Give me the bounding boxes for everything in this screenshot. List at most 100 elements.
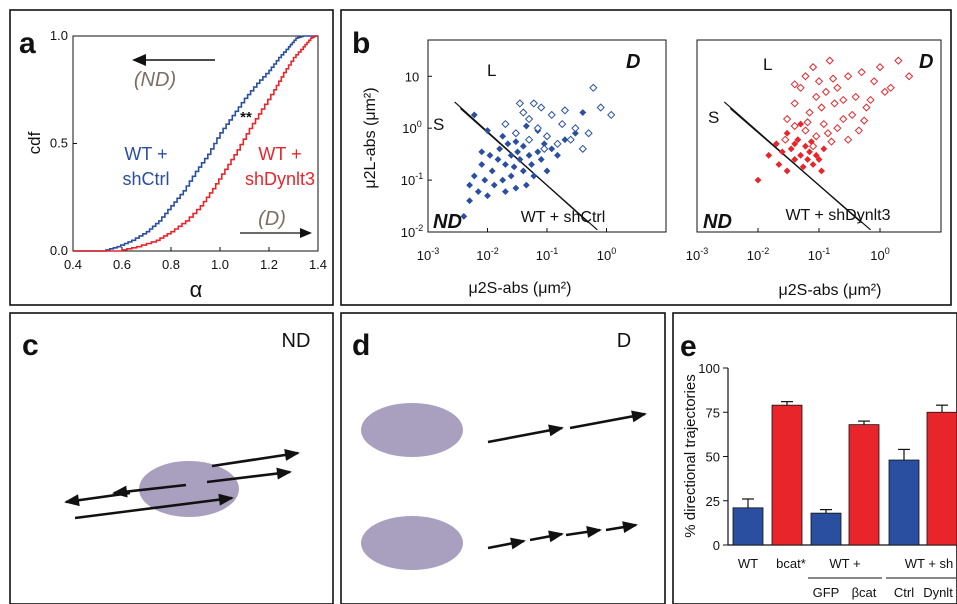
legend-shdynlt3-line1: WT + bbox=[258, 144, 301, 164]
scatter-point-open bbox=[851, 92, 860, 102]
scatter-point-open bbox=[812, 132, 821, 141]
arrow-head-icon bbox=[64, 494, 80, 507]
scatter-left-x-tick-label: 10-3 bbox=[417, 246, 439, 263]
scatter-point-open bbox=[862, 103, 871, 112]
scatter-point-filled bbox=[534, 148, 542, 156]
panel-a: a 0.4 0.6 0.8 1.0 1.2 1.4 0.0 0.5 1.0 α cdf (ND… bbox=[9, 9, 334, 306]
scatter-point-open bbox=[814, 77, 824, 86]
scatter-point-open bbox=[833, 83, 842, 92]
scatter-point-filled bbox=[470, 111, 478, 119]
arrow-head-icon bbox=[548, 424, 564, 437]
panel-c-frame bbox=[9, 312, 334, 604]
scatter-point-filled bbox=[519, 167, 527, 175]
arrow-head-icon bbox=[112, 485, 128, 498]
scatter-point-filled bbox=[775, 161, 783, 168]
scatter-right-x-tick-label: 100 bbox=[870, 246, 889, 263]
panel-e-frame bbox=[672, 312, 957, 604]
scatter-point-open bbox=[566, 135, 575, 144]
bar-y-tick-label: 100 bbox=[698, 361, 720, 376]
cdf-y-tick-label: 1.0 bbox=[50, 28, 68, 43]
cdf-y-tick-label: 0.0 bbox=[50, 243, 68, 258]
scatter-left-points bbox=[460, 83, 616, 220]
boundary-line bbox=[729, 107, 871, 231]
panel-d-tag: D bbox=[617, 330, 631, 352]
scatter-right-caption: WT + shDynlt3 bbox=[785, 207, 890, 224]
scatter-left-boundary-lines bbox=[454, 101, 598, 231]
region-s-left: S bbox=[433, 115, 444, 134]
scatter-point-filled bbox=[778, 148, 786, 156]
arrow-head-icon bbox=[622, 521, 638, 534]
scatter-point-filled bbox=[806, 148, 813, 156]
scatter-point-open bbox=[823, 129, 833, 138]
scatter-point-open bbox=[808, 63, 818, 72]
scatter-left-y-axis-label: μ2L-abs (μm²) bbox=[362, 87, 379, 188]
trajectory-arrow bbox=[529, 530, 564, 543]
scatter-point-open bbox=[808, 142, 818, 151]
scatter-point-filled bbox=[528, 161, 535, 168]
scatter-point-open bbox=[843, 72, 853, 81]
bar-group-label: WT + bbox=[829, 556, 860, 571]
scatter-point-open bbox=[821, 87, 831, 97]
cdf-x-tick-label: 1.2 bbox=[260, 257, 278, 272]
region-nd-right: ND bbox=[703, 211, 732, 233]
scatter-point-open bbox=[801, 72, 810, 81]
scatter-left-ticks: 10-3 10-2 10-1 100 10-2 10-1 100 10 bbox=[401, 69, 616, 263]
scatter-point-filled bbox=[548, 145, 556, 153]
panel-d: d D bbox=[340, 312, 666, 604]
scatter-point-open bbox=[571, 124, 580, 133]
scatter-point-open bbox=[904, 72, 914, 81]
scatter-point-open bbox=[524, 114, 534, 124]
scatter-right: 10-3 10-2 10-1 100 S L ND D WT + shDynlt3 μ… bbox=[686, 39, 942, 299]
panel-d-letter: d bbox=[352, 329, 370, 362]
region-d-right: D bbox=[919, 51, 933, 73]
scatter-right-x-tick-label: 10-3 bbox=[686, 246, 708, 263]
scatter-point-filled bbox=[812, 151, 820, 159]
cdf-series-line-shdynlt3 bbox=[73, 35, 318, 252]
panel-c-letter: c bbox=[22, 329, 39, 362]
scatter-point-filled bbox=[499, 132, 507, 140]
scatter-point-open bbox=[894, 56, 903, 65]
scatter-point-open bbox=[511, 129, 520, 138]
scatter-point-filled bbox=[466, 181, 473, 189]
scatter-point-filled bbox=[512, 184, 520, 192]
scatter-point-filled bbox=[804, 156, 811, 163]
scatter-point-open bbox=[790, 99, 799, 108]
scatter-point-open bbox=[524, 135, 534, 144]
nd-trajectory-arrows bbox=[64, 449, 300, 520]
scatter-point-open bbox=[866, 95, 875, 105]
scatter-point-open bbox=[607, 110, 616, 120]
scatter-point-open bbox=[828, 74, 838, 83]
scatter-point-open bbox=[880, 87, 889, 97]
panel-c-tag: ND bbox=[282, 330, 311, 352]
scatter-point-filled bbox=[530, 172, 538, 180]
scatter-point-filled bbox=[502, 188, 509, 196]
scatter-point-filled bbox=[486, 151, 494, 159]
scatter-point-open bbox=[819, 119, 828, 129]
scatter-point-open bbox=[578, 144, 587, 153]
scatter-point-open bbox=[515, 99, 524, 108]
scatter-point-filled bbox=[466, 197, 473, 205]
scatter-point-filled bbox=[499, 176, 507, 184]
panel-d-frame bbox=[340, 312, 666, 604]
bar-category-labels: WT bcat* WT + WT + sh GFP βcat Ctrl Dynlt bbox=[738, 556, 956, 600]
panel-a-frame bbox=[9, 9, 334, 306]
scatter-point-open bbox=[801, 126, 810, 135]
scatter-point-filled bbox=[799, 163, 807, 171]
bar-y-tick-label: 0 bbox=[713, 538, 720, 553]
bar-category-label: Ctrl bbox=[894, 585, 914, 600]
scatter-point-filled bbox=[543, 167, 551, 175]
scatter-point-open bbox=[519, 108, 528, 117]
scatter-point-open bbox=[848, 110, 857, 120]
panel-b-frame bbox=[340, 9, 952, 306]
scatter-point-open bbox=[875, 63, 885, 72]
bar-bcat* bbox=[771, 404, 803, 546]
scatter-point-open bbox=[857, 68, 866, 77]
scatter-point-open bbox=[529, 99, 538, 108]
scatter-point-filled bbox=[516, 156, 524, 163]
scatter-point-filled bbox=[484, 127, 491, 134]
panel-e: e 0 25 50 75 100 WT bcat* WT + WT + sh GFP βcat Ct… bbox=[672, 312, 957, 604]
bar-category-label: WT bbox=[738, 556, 758, 571]
scatter-point-filled bbox=[797, 120, 805, 128]
bar-βcat bbox=[848, 424, 880, 546]
scatter-point-filled bbox=[507, 172, 515, 180]
